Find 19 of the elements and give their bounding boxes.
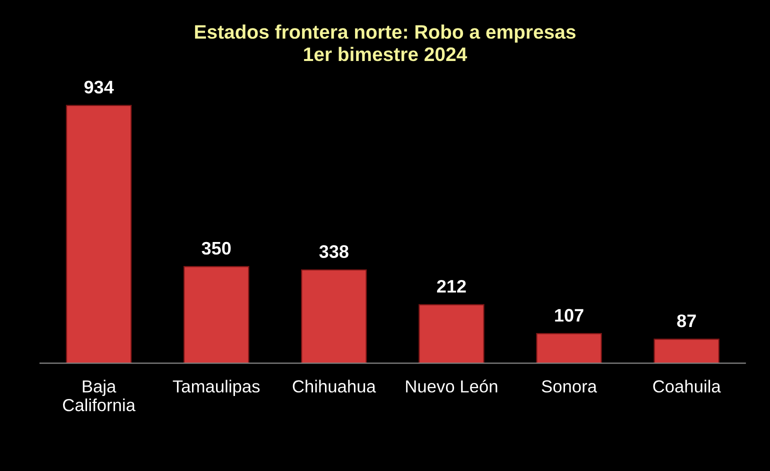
bar: [66, 104, 132, 364]
chart-title: Estados frontera norte: Robo a empresas 1er bimestre 2024: [195, 24, 576, 62]
x-tick-label: Sonora: [542, 380, 598, 393]
data-label: 107: [555, 308, 584, 322]
bar: [418, 304, 484, 364]
x-tick-label: Tamaulipas: [172, 380, 260, 396]
bar: [654, 338, 720, 364]
bar: [301, 269, 367, 364]
data-label: 350: [202, 242, 231, 255]
x-tick-label: Baja California: [63, 380, 136, 412]
x-tick-label: Chihuahua: [292, 380, 376, 393]
data-label: 87: [677, 314, 696, 328]
bar: [183, 266, 250, 364]
data-label: 934: [84, 80, 114, 94]
x-tick-label: Coahuila: [653, 380, 721, 393]
bar: [536, 333, 602, 364]
x-tick-label: Nuevo León: [406, 380, 498, 393]
data-label: 212: [437, 280, 466, 293]
data-label: 338: [319, 245, 348, 258]
